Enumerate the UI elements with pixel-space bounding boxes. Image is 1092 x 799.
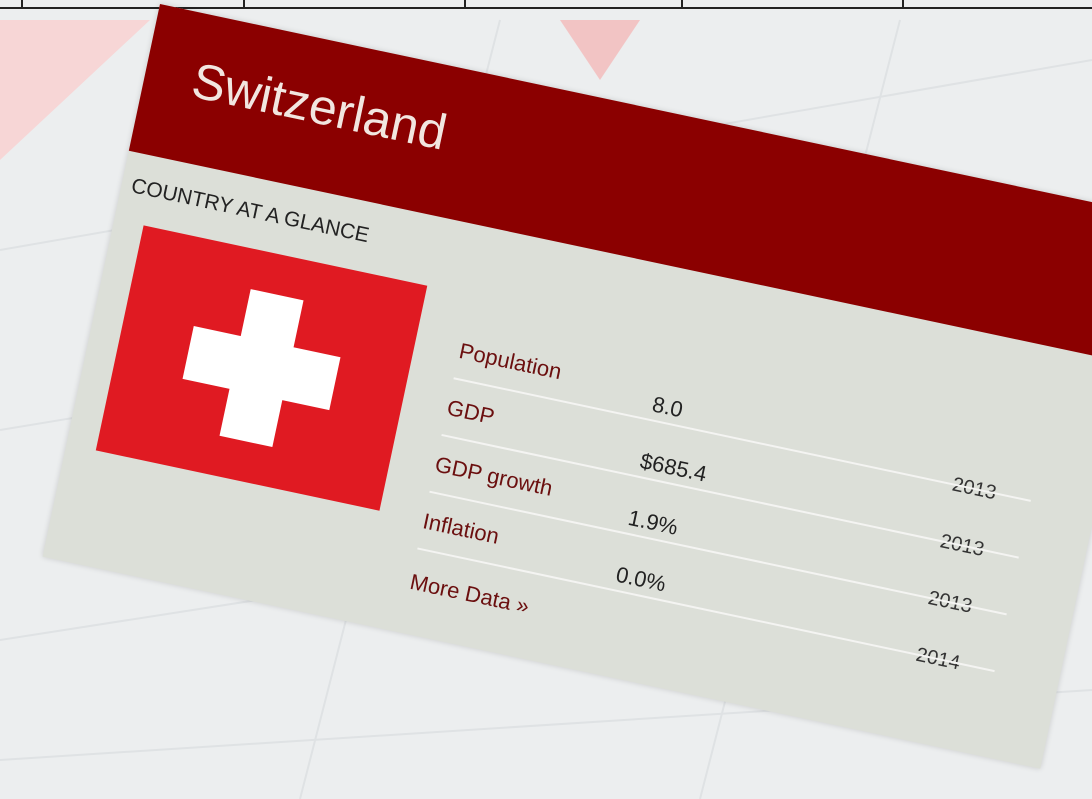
stat-label: GDP	[444, 394, 497, 430]
top-cells	[21, 0, 904, 8]
stat-value: 8.0	[650, 391, 686, 423]
more-data-link[interactable]: More Data »	[407, 568, 532, 619]
stat-label: Inflation	[420, 508, 502, 549]
flag	[95, 225, 428, 511]
stat-label: Population	[456, 338, 564, 385]
bg-shape	[0, 20, 150, 160]
bg-shape	[560, 20, 640, 80]
country-title: Switzerland	[187, 52, 452, 161]
